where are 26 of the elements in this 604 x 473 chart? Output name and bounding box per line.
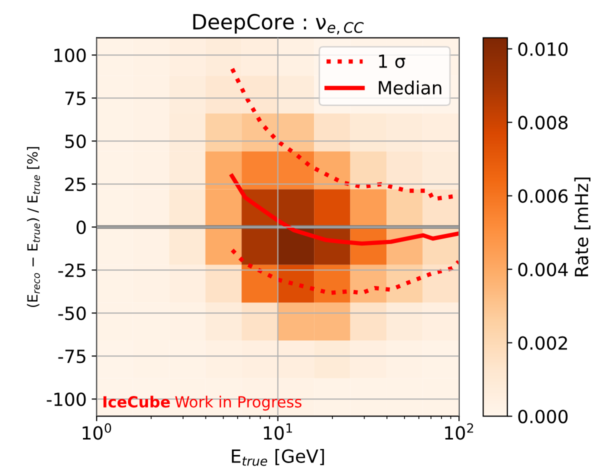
color-bar-label: 0.006 xyxy=(518,189,568,203)
legend-label: Median xyxy=(378,80,442,95)
y-tick-label: 75 xyxy=(65,92,86,106)
y-tick-label: 0 xyxy=(76,220,86,234)
color-bar-label: 0.010 xyxy=(518,42,568,56)
y-tick-label: 50 xyxy=(65,134,86,148)
color-bar-label: 0.004 xyxy=(518,262,568,276)
x-axis-title: E$_{true}$ [GeV] xyxy=(232,448,324,466)
y-tick-label: -50 xyxy=(58,306,86,320)
y-tick-label: 100 xyxy=(54,48,86,62)
color-bar-label: 0.008 xyxy=(518,116,568,130)
annotation: Work in Progress xyxy=(175,396,302,411)
color-bar-label: 0.002 xyxy=(518,336,567,350)
y-axis-title: (E$_{reco}$ − E$_{true}$) / E$_{true}$ [%] xyxy=(26,147,40,308)
annotation: IceCube xyxy=(103,396,170,408)
chart-title: DeepCore : ν$_{e,CC}$ xyxy=(193,14,364,34)
y-tick-label: 25 xyxy=(65,178,86,192)
y-tick-label: -75 xyxy=(58,350,86,364)
color-bar-title: Rate [mHz] xyxy=(574,178,590,276)
y-tick-label: -25 xyxy=(58,264,86,278)
x-tick-label: 10$^{2}$ xyxy=(445,423,474,440)
x-tick-label: 10$^{0}$ xyxy=(82,423,112,440)
x-tick-label: 10$^{1}$ xyxy=(264,423,292,440)
legend-label: 1 σ xyxy=(379,54,406,68)
color-bar-label: 0.000 xyxy=(518,410,568,424)
y-tick-label: -100 xyxy=(46,392,86,406)
